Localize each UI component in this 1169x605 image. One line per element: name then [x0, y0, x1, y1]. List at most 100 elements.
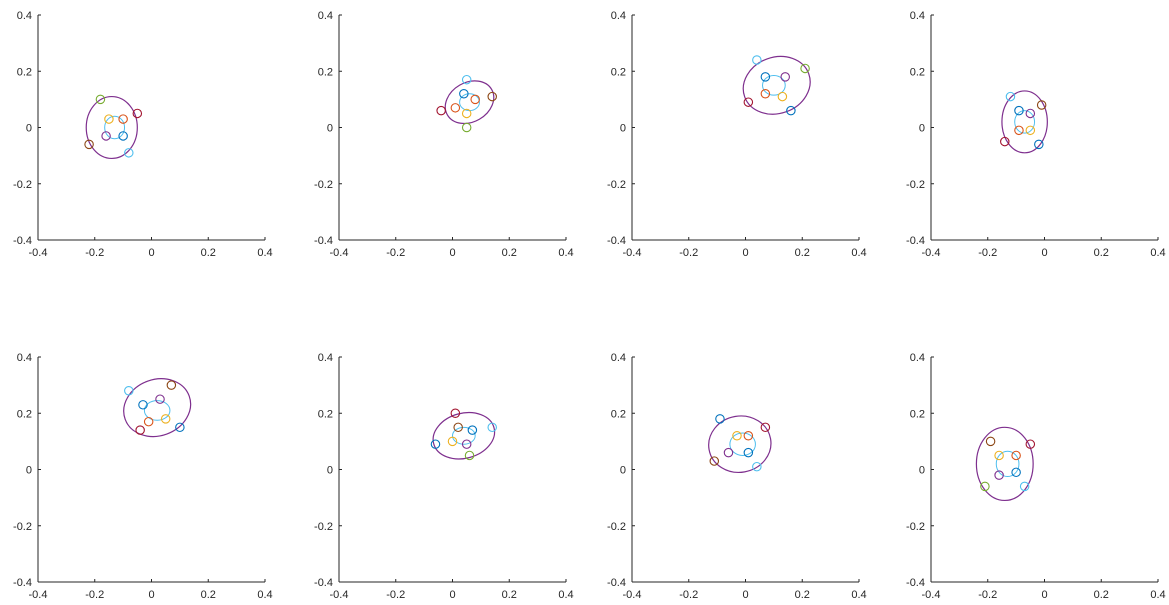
chart-panel-4: -0.4 -0.2 0 0.2 0.4 0.4 0.2 0 -0.2 -0.4: [906, 10, 1166, 259]
y-tick-label: 0: [620, 465, 626, 477]
data-point: [101, 131, 111, 141]
x-tick-label: 0.4: [257, 589, 272, 601]
x-tick-label: 0.2: [1094, 589, 1109, 601]
x-tick-label: 0.2: [502, 589, 517, 601]
y-tick-label: 0.4: [17, 352, 32, 364]
data-point: [1025, 439, 1036, 449]
data-point: [786, 105, 796, 116]
x-tick-label: 0.2: [201, 247, 216, 259]
data-point: [723, 447, 734, 458]
chart-panel-3: -0.4 -0.2 0 0.2 0.4 0.4 0.2 0 -0.2 -0.4: [607, 10, 867, 259]
data-point: [1000, 136, 1010, 147]
x-tick-label: -0.4: [922, 589, 941, 601]
y-tick-label: 0.4: [611, 352, 626, 364]
data-point: [104, 114, 114, 124]
data-point: [800, 63, 810, 74]
y-tick-label: 0.2: [611, 408, 626, 420]
data-point: [124, 148, 134, 158]
chart-panel-7: -0.4 -0.2 0 0.2 0.4 0.4 0.2 0 -0.2 -0.4: [607, 352, 867, 601]
x-tick-label: -0.4: [29, 589, 48, 601]
chart-panel-6: -0.4 -0.2 0 0.2 0.4 0.4 0.2 0 -0.2 -0.4: [314, 352, 574, 601]
y-tick-label: -0.2: [906, 521, 925, 533]
data-point: [132, 108, 143, 119]
data-point: [760, 89, 771, 99]
inner-ellipse: [452, 426, 476, 445]
outer-ellipse: [432, 411, 496, 460]
y-tick-label: 0.2: [910, 66, 925, 78]
data-point: [715, 414, 725, 424]
x-tick-label: 0.2: [795, 589, 810, 601]
data-point: [994, 450, 1004, 461]
y-tick-label: 0: [327, 123, 333, 135]
x-tick-label: 0.2: [201, 589, 216, 601]
data-point: [743, 447, 754, 458]
inner-ellipse: [104, 115, 126, 140]
x-tick-label: -0.2: [978, 589, 997, 601]
data-point: [487, 422, 497, 433]
data-point: [1005, 91, 1016, 102]
x-tick-label: -0.2: [85, 247, 104, 259]
y-tick-label: -0.2: [314, 179, 333, 191]
y-tick-label: -0.2: [906, 179, 925, 191]
x-tick-label: 0: [148, 589, 154, 601]
data-point: [1014, 105, 1024, 116]
inner-ellipse: [995, 450, 1020, 478]
outer-ellipse: [708, 415, 772, 474]
outer-ellipse: [85, 95, 138, 160]
x-tick-label: -0.4: [29, 247, 48, 259]
data-point: [436, 105, 446, 116]
data-point: [95, 94, 106, 105]
data-point: [1034, 139, 1044, 150]
x-tick-label: 0: [742, 247, 748, 259]
data-point: [752, 55, 762, 65]
x-tick-label: -0.2: [679, 589, 698, 601]
y-tick-label: -0.4: [607, 235, 626, 247]
x-tick-label: 0.4: [851, 589, 866, 601]
chart-panel-5: -0.4 -0.2 0 0.2 0.4 0.4 0.2 0 -0.2 -0.4: [13, 352, 273, 601]
x-tick-label: 0: [1041, 247, 1047, 259]
x-tick-label: 0: [449, 589, 455, 601]
y-tick-label: 0.2: [17, 66, 32, 78]
data-point: [118, 114, 128, 124]
y-tick-label: 0: [620, 123, 626, 135]
data-point: [461, 439, 472, 449]
data-point: [430, 439, 441, 449]
x-tick-label: -0.4: [330, 589, 349, 601]
y-tick-label: -0.4: [314, 577, 333, 589]
y-tick-label: -0.4: [607, 577, 626, 589]
data-point: [1011, 450, 1021, 461]
data-point: [1036, 100, 1047, 110]
y-tick-label: 0: [327, 465, 333, 477]
y-tick-label: -0.4: [906, 235, 925, 247]
outer-ellipse: [742, 55, 811, 115]
data-point: [732, 430, 742, 441]
inner-ellipse: [762, 74, 786, 96]
y-tick-label: 0.4: [910, 10, 925, 22]
data-point: [166, 380, 177, 390]
x-tick-label: 0.4: [1150, 247, 1165, 259]
y-tick-label: 0.4: [318, 10, 333, 22]
data-point: [453, 422, 463, 433]
inner-ellipse: [459, 93, 480, 112]
data-point: [1025, 108, 1036, 119]
data-point: [155, 394, 165, 404]
data-point: [135, 425, 145, 435]
data-point: [985, 436, 996, 447]
chart-panel-2: -0.4 -0.2 0 0.2 0.4 0.4 0.2 0 -0.2 -0.4: [314, 10, 574, 259]
y-tick-label: 0.4: [611, 10, 626, 22]
x-tick-label: -0.4: [623, 589, 642, 601]
y-tick-label: -0.2: [607, 521, 626, 533]
data-point: [994, 470, 1004, 480]
x-tick-label: 0.4: [558, 589, 573, 601]
y-tick-label: 0.2: [17, 408, 32, 420]
x-tick-label: -0.2: [679, 247, 698, 259]
chart-panel-8: -0.4 -0.2 0 0.2 0.4 0.4 0.2 0 -0.2 -0.4: [906, 352, 1166, 601]
y-tick-label: 0: [26, 465, 32, 477]
x-tick-label: -0.2: [978, 247, 997, 259]
data-point: [124, 385, 134, 396]
data-point: [980, 481, 990, 492]
data-point: [777, 91, 788, 102]
data-point: [1025, 125, 1036, 136]
